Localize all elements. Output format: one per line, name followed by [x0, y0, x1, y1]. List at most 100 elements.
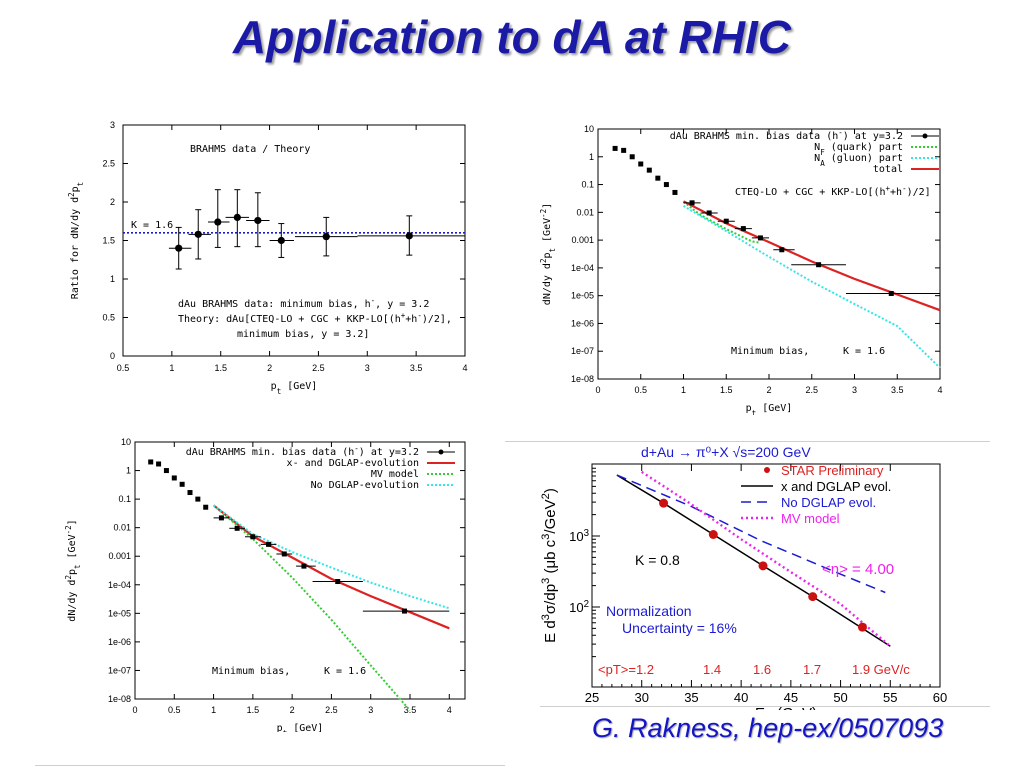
data-point	[723, 218, 729, 224]
annotation-minimum-bias: Minimum bias,	[731, 346, 809, 357]
data-point	[233, 213, 241, 221]
annotation-minimum-bias: Minimum bias,	[212, 666, 290, 677]
y-tick-label: 0.1	[118, 494, 131, 504]
x-tick-label: 2.5	[805, 385, 818, 395]
legend-swatch	[764, 467, 770, 473]
divider-line	[540, 706, 990, 707]
data-point	[148, 459, 154, 465]
legend-entry: STAR Preliminary	[781, 463, 884, 478]
y-tick-label: 0.01	[113, 523, 131, 533]
legend-swatch	[922, 133, 928, 139]
data-point	[612, 145, 618, 151]
data-point	[179, 481, 185, 487]
x-tick-label: 0.5	[634, 385, 647, 395]
data-point	[301, 563, 307, 569]
annotation-eta: <η> = 4.00	[822, 561, 894, 578]
annotation-line3: minimum bias, y = 3.2]	[237, 329, 369, 340]
x-tick-label: 3.5	[410, 363, 423, 373]
x-tick-label: 0	[595, 385, 600, 395]
x-tick-label: 50	[833, 690, 847, 705]
x-tick-label: 1	[211, 705, 216, 715]
y-tick-label: 0.001	[108, 551, 131, 561]
y-tick-label: 10	[121, 437, 131, 447]
annotation-k: K = 1.6	[843, 346, 885, 357]
data-point	[816, 262, 822, 268]
x-tick-label: 4	[937, 385, 942, 395]
x-tick-label: 25	[585, 690, 599, 705]
data-point	[214, 218, 222, 226]
y-tick-label: 1	[126, 466, 131, 476]
y-tick-label: 2	[110, 197, 115, 207]
data-point	[281, 551, 287, 557]
x-tick-label: 0.5	[168, 705, 181, 715]
data-point	[171, 475, 177, 481]
data-point	[156, 461, 162, 467]
x-tick-label: 55	[883, 690, 897, 705]
y-tick-label: 1e-07	[571, 346, 594, 356]
y-axis-label: E d3σ/dp3 (μb c3/GeV2)	[540, 488, 559, 643]
data-point	[322, 233, 330, 241]
data-point	[758, 561, 768, 571]
x-tick-label: 40	[734, 690, 748, 705]
data-point	[266, 541, 272, 547]
y-tick-label: 2.5	[102, 159, 115, 169]
y-tick-label: 1e-08	[108, 694, 131, 704]
annotation-k: K = 1.6	[324, 666, 366, 677]
y-tick-label: 1.5	[102, 236, 115, 246]
annotation-line2: Theory: dAu[CTEQ-LO + CGC + KKP-LO[(h++h…	[178, 311, 452, 326]
y-tick-label: 0.01	[576, 207, 594, 217]
chart-title: BRAHMS data / Theory	[190, 144, 310, 155]
data-point	[203, 504, 209, 510]
y-tick-label: 0	[110, 351, 115, 361]
y-tick-label: 0.5	[102, 313, 115, 323]
y-tick-label: 1e-06	[108, 637, 131, 647]
legend-entry: x and DGLAP evol.	[781, 479, 891, 494]
x-tick-label: 30	[634, 690, 648, 705]
x-tick-label: 3.5	[891, 385, 904, 395]
data-point	[638, 161, 644, 167]
data-point	[629, 154, 635, 160]
data-point	[405, 232, 413, 240]
data-point	[857, 622, 867, 632]
x-tick-label: 1.5	[247, 705, 260, 715]
series-curve	[212, 504, 411, 712]
x-tick-label: 3	[368, 705, 373, 715]
data-point	[672, 189, 678, 195]
x-axis-label: pt [GeV]	[277, 723, 324, 732]
y-tick-label: 0.001	[571, 235, 594, 245]
legend-entry: NF (quark) part	[814, 142, 903, 157]
legend-entry: dAu BRAHMS min. bias data (h-) at y=3.2	[670, 128, 903, 143]
divider-line	[505, 441, 990, 442]
x-tick-label: 45	[784, 690, 798, 705]
data-point	[888, 290, 894, 296]
data-point	[740, 226, 746, 232]
annotation-pt: 1.9 GeV/c	[852, 662, 910, 677]
data-point	[195, 496, 201, 502]
spectrum-chart-evolution: 0 0.5 1 1.5 2 2.5 3 3.5 41e-081e-071e-061e-051e-…	[64, 437, 466, 732]
data-point	[808, 592, 818, 602]
x-tick-label: 4	[462, 363, 467, 373]
y-tick-label: 0.1	[581, 180, 594, 190]
plot-frame	[591, 463, 941, 688]
data-point	[655, 175, 661, 181]
legend-entry: total	[873, 164, 903, 175]
x-tick-label: 3	[365, 363, 370, 373]
y-tick-label: 10	[584, 124, 594, 134]
x-tick-label: 1.5	[214, 363, 227, 373]
data-point	[250, 534, 256, 540]
data-point	[621, 147, 627, 153]
x-tick-label: 0.5	[117, 363, 130, 373]
x-tick-label: 1.5	[720, 385, 733, 395]
annotation-pt: <pT>=1.2	[598, 662, 654, 677]
y-tick-label: 1e-05	[108, 608, 131, 618]
legend-entry: x- and DGLAP-evolution	[287, 458, 419, 469]
annotation-uncertainty: Uncertainty = 16%	[622, 620, 737, 636]
series-curve	[616, 474, 886, 594]
legend-entry: MV model	[781, 511, 840, 526]
data-point	[663, 182, 669, 188]
x-tick-label: 60	[933, 690, 947, 705]
data-point	[163, 468, 169, 474]
x-tick-label: 3	[852, 385, 857, 395]
data-point	[659, 498, 669, 508]
